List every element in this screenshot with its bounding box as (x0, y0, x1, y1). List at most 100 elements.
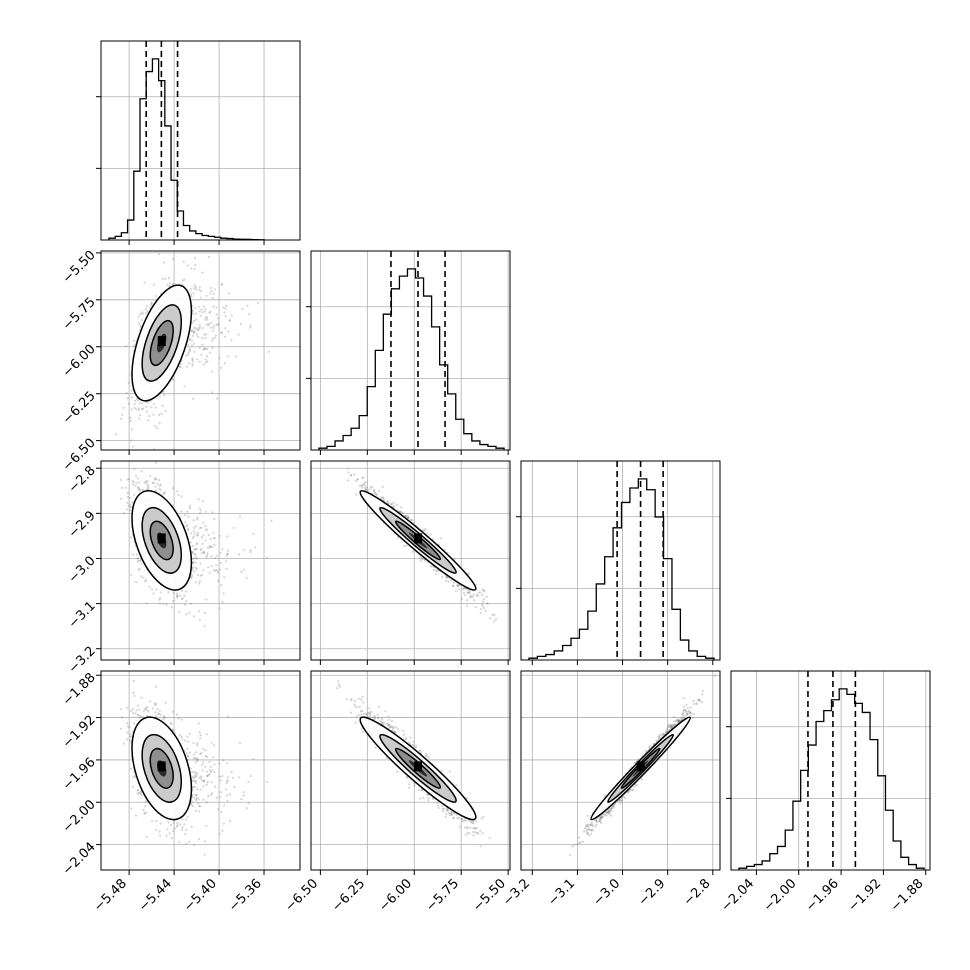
scatter-point (126, 397, 129, 400)
scatter-point (386, 499, 389, 502)
scatter-point (135, 553, 138, 556)
scatter-point (213, 771, 216, 774)
panel-2-1 (310, 460, 511, 665)
scatter-point (228, 292, 231, 295)
scatter-point (349, 474, 352, 477)
scatter-point (155, 295, 158, 298)
scatter-point (197, 574, 200, 577)
scatter-point (145, 305, 149, 308)
scatter-point (137, 486, 140, 489)
scatter-point (141, 716, 144, 719)
scatter-point (405, 514, 408, 517)
scatter-point (457, 584, 460, 587)
scatter-point (202, 761, 205, 764)
scatter-point (485, 602, 489, 605)
scatter-point (399, 510, 403, 513)
panel-2-0: −3.2−3.1−3.0−2.9−2.8 (66, 460, 301, 677)
scatter-point (175, 713, 179, 716)
scatter-point (421, 557, 424, 560)
scatter-point (192, 319, 195, 323)
scatter-point (140, 575, 143, 578)
scatter-point (162, 493, 165, 496)
panel-2-2 (516, 460, 721, 665)
scatter-point (199, 580, 202, 583)
scatter-point (200, 526, 203, 529)
scatter-point (468, 589, 471, 592)
scatter-point (190, 576, 193, 579)
scatter-point (135, 481, 138, 484)
scatter-point (471, 595, 475, 598)
scatter-point (137, 477, 140, 480)
scatter-point (193, 753, 196, 756)
scatter-point (228, 319, 231, 322)
scatter-point (208, 311, 211, 314)
scatter-point (126, 725, 130, 728)
scatter-point (237, 776, 240, 779)
scatter-point (193, 796, 196, 799)
scatter-point (204, 307, 207, 311)
scatter-point (372, 489, 375, 492)
scatter-point (166, 284, 169, 287)
scatter-point (133, 406, 136, 409)
scatter-point (185, 818, 188, 821)
scatter-point (194, 581, 197, 584)
scatter-point (139, 324, 142, 327)
scatter-point (205, 294, 208, 297)
scatter-point (248, 313, 251, 316)
scatter-point (167, 591, 170, 594)
scatter-point (267, 350, 270, 353)
scatter-point (398, 510, 401, 513)
scatter-point (372, 489, 376, 492)
scatter-point (186, 528, 189, 531)
scatter-point (181, 589, 184, 592)
scatter-point (199, 737, 202, 740)
scatter-point (472, 599, 476, 602)
scatter-point (192, 615, 196, 618)
scatter-point (193, 330, 196, 333)
scatter-point (188, 337, 191, 340)
scatter-point (363, 484, 366, 487)
scatter-point (190, 602, 193, 605)
scatter-point (201, 326, 204, 330)
scatter-point (215, 306, 218, 309)
scatter-point (124, 486, 127, 489)
scatter-point (491, 613, 494, 616)
scatter-point (198, 326, 201, 329)
scatter-point (211, 339, 214, 342)
scatter-point (204, 539, 207, 542)
scatter-point (226, 552, 229, 556)
scatter-point (165, 603, 168, 606)
scatter-point (193, 774, 196, 777)
scatter-point (215, 313, 218, 316)
scatter-point (204, 529, 207, 532)
scatter-point (153, 477, 156, 480)
scatter-point (230, 339, 233, 342)
scatter-point (436, 570, 439, 573)
y-tick-label: −3.2 (66, 644, 99, 677)
scatter-point (193, 342, 196, 345)
scatter-point (194, 264, 197, 267)
scatter-point (195, 547, 198, 551)
scatter-point (172, 283, 175, 286)
scatter-point (203, 551, 206, 554)
scatter-point (141, 402, 144, 405)
scatter-point (211, 346, 214, 350)
scatter-point (193, 548, 196, 551)
scatter-point (134, 399, 137, 403)
scatter-point (191, 574, 194, 577)
y-tick-label: −2.9 (66, 508, 99, 541)
scatter-point (163, 277, 167, 280)
scatter-point (206, 780, 209, 784)
scatter-point (212, 324, 216, 327)
scatter-point (138, 488, 142, 491)
scatter-point (207, 795, 210, 798)
scatter-point (217, 324, 220, 327)
scatter-point (429, 565, 432, 568)
scatter-point (200, 536, 204, 539)
scatter-point (130, 439, 133, 442)
scatter-point (191, 334, 194, 337)
scatter-point (198, 731, 201, 734)
scatter-point (421, 557, 424, 560)
scatter-point (242, 794, 245, 797)
scatter-point (356, 478, 359, 481)
